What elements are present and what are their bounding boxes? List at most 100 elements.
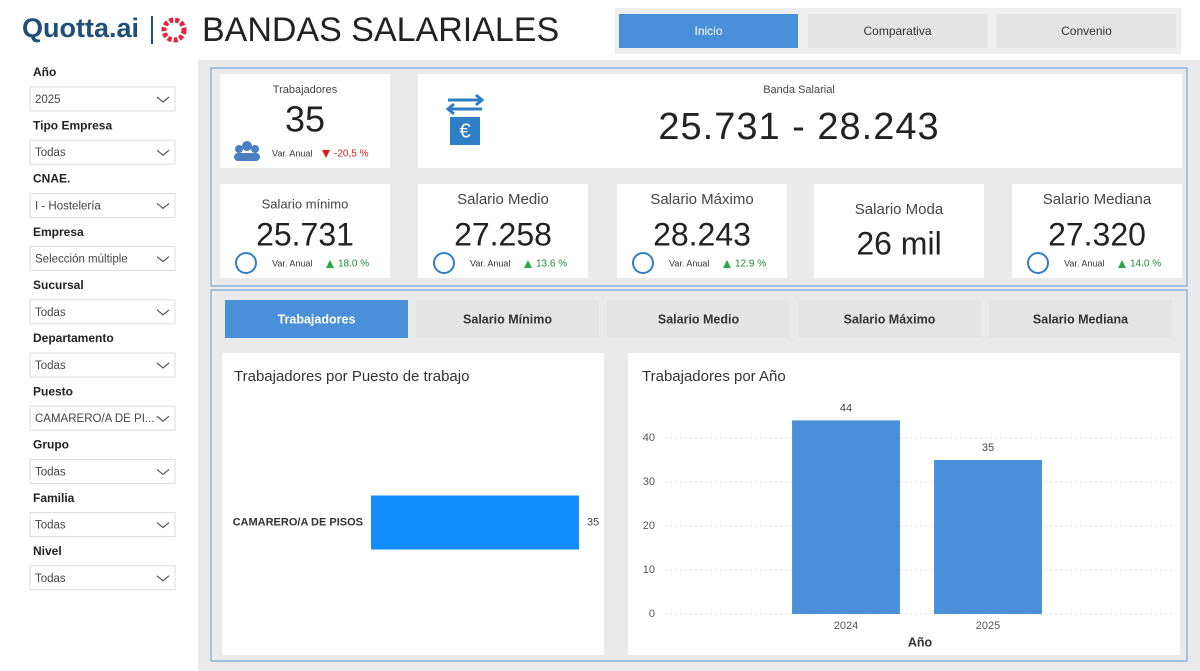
card: [418, 74, 1182, 168]
filter-label: CNAE.: [33, 172, 70, 186]
page-title: BANDAS SALARIALES: [202, 11, 559, 49]
nav-button[interactable]: [619, 14, 798, 48]
nav-button[interactable]: [808, 14, 987, 48]
dropdown[interactable]: [29, 139, 176, 165]
x-tick-label: 2024: [834, 620, 858, 632]
card: [1012, 184, 1182, 278]
kpi-label: Trabajadores: [273, 84, 338, 96]
var-label: Var. Anual: [272, 258, 312, 268]
trend-value: 18.0 %: [338, 259, 369, 270]
dropdown[interactable]: [29, 299, 176, 325]
dropdown[interactable]: [29, 192, 176, 218]
dropdown-value: 2025: [35, 94, 61, 106]
trend-value: 13.6 %: [536, 259, 567, 270]
card: [220, 74, 390, 168]
card-icon: [433, 252, 455, 274]
tab-label: Salario Máximo: [844, 312, 936, 326]
trend-arrow: [326, 260, 334, 268]
filter-label: Familia: [33, 491, 75, 505]
dropdown-value: Todas: [35, 307, 66, 319]
nav-label: Convenio: [1061, 24, 1112, 38]
chevron: [156, 202, 170, 210]
dropdown-value: CAMARERO/A DE PI...: [35, 413, 155, 425]
trend-value: 14.0 %: [1130, 259, 1161, 270]
trend-value: 12.9 %: [735, 259, 766, 270]
chevron: [156, 96, 170, 103]
tab-label: Salario Medio: [658, 312, 740, 326]
card-icon: [632, 252, 654, 274]
people-icon: [234, 141, 260, 161]
tab[interactable]: [798, 300, 981, 338]
dropdown-value: Todas: [35, 466, 66, 478]
trend-arrow: [524, 260, 532, 268]
card: [220, 184, 390, 278]
nav-label: Comparativa: [863, 24, 931, 38]
y-tick-label: 30: [643, 476, 655, 488]
card-label: Salario Máximo: [650, 191, 753, 208]
trend-arrow: [1118, 260, 1126, 268]
card-label: Salario Moda: [855, 201, 944, 218]
chevron: [156, 256, 170, 263]
trend-arrow: [723, 260, 731, 268]
y-tick-label: 20: [643, 520, 655, 532]
trend-arrow: [322, 150, 330, 158]
chevron: [156, 522, 170, 529]
card-value: 27.258: [454, 216, 552, 252]
dropdown[interactable]: [29, 458, 176, 484]
dropdown[interactable]: [29, 565, 176, 591]
data-label: 35: [587, 516, 599, 528]
filter-label: Puesto: [33, 384, 73, 398]
tab[interactable]: [225, 300, 408, 338]
filter-label: Empresa: [33, 225, 84, 239]
data-label: 35: [982, 442, 994, 454]
dropdown[interactable]: [29, 405, 176, 431]
tab[interactable]: [607, 300, 790, 338]
money-icon: €: [445, 93, 485, 145]
tab[interactable]: [416, 300, 599, 338]
var-label: Var. Anual: [669, 258, 709, 268]
y-tick-label: 0: [649, 608, 655, 620]
filter-label: Sucursal: [33, 278, 84, 292]
chart-title: Trabajadores por Año: [642, 368, 786, 385]
dropdown[interactable]: [29, 246, 176, 272]
dropdown[interactable]: [29, 512, 176, 538]
trend-value: -20,5 %: [334, 149, 369, 160]
dropdown-value: I - Hostelería: [35, 200, 101, 212]
nav-label: Inicio: [694, 24, 722, 38]
chart-title: Trabajadores por Puesto de trabajo: [234, 368, 469, 385]
kpi-value: 35: [285, 99, 325, 140]
card-value: 28.243: [653, 216, 751, 252]
svg-text:€: €: [459, 120, 470, 142]
brand-icon: [161, 17, 187, 43]
brand: Quotta.ai: [22, 13, 139, 43]
dropdown[interactable]: [29, 352, 176, 378]
nav-button[interactable]: [997, 14, 1176, 48]
dropdown-value: Todas: [35, 147, 66, 159]
dropdown-value: Todas: [35, 360, 66, 372]
chevron: [156, 362, 170, 369]
filter-label: Tipo Empresa: [33, 118, 112, 132]
card-value: 27.320: [1048, 216, 1146, 252]
tab[interactable]: [989, 300, 1172, 338]
kpi-panel: [210, 67, 1188, 287]
bar: [934, 460, 1042, 614]
var-label: Var. Anual: [1064, 258, 1104, 268]
bar: [792, 420, 900, 614]
band-value: 25.731 - 28.243: [658, 106, 939, 148]
chevron: [156, 415, 170, 422]
card-label: Salario mínimo: [262, 196, 349, 211]
chart-panel: [210, 289, 1188, 662]
card-icon: [235, 252, 257, 274]
dropdown[interactable]: [29, 86, 176, 112]
filter-label: Año: [33, 65, 56, 79]
y-tick-label: 10: [643, 564, 655, 576]
y-tick-label: 40: [643, 432, 655, 444]
tab-label: Salario Mínimo: [463, 312, 552, 326]
card-label: Salario Mediana: [1043, 191, 1152, 208]
card-value: 26 mil: [856, 225, 941, 261]
filter-label: Nivel: [33, 544, 62, 558]
dropdown-value: Todas: [35, 573, 66, 585]
card-label: Salario Medio: [457, 191, 549, 208]
chevron: [156, 468, 170, 476]
